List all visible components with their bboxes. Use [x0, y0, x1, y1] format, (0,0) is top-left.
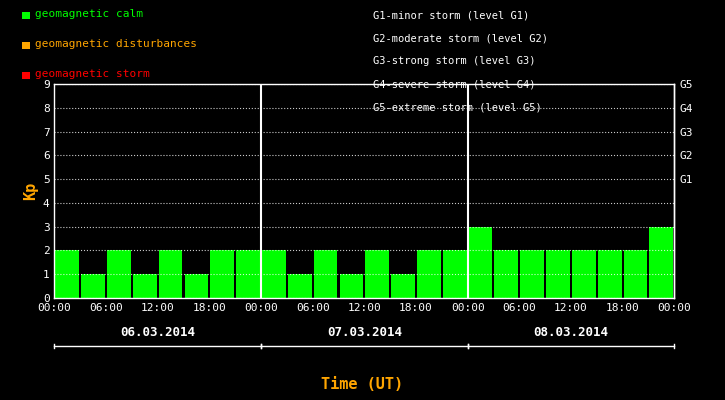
Bar — [55, 250, 79, 298]
Bar — [546, 250, 570, 298]
Bar — [288, 274, 312, 298]
Bar — [236, 250, 260, 298]
Text: 07.03.2014: 07.03.2014 — [327, 326, 402, 339]
Bar — [159, 250, 183, 298]
Text: G5-extreme storm (level G5): G5-extreme storm (level G5) — [373, 103, 542, 113]
Text: G3-strong storm (level G3): G3-strong storm (level G3) — [373, 56, 536, 66]
Text: G2-moderate storm (level G2): G2-moderate storm (level G2) — [373, 33, 548, 43]
Text: G4-severe storm (level G4): G4-severe storm (level G4) — [373, 80, 536, 90]
Bar — [417, 250, 441, 298]
Bar — [521, 250, 544, 298]
Bar — [81, 274, 105, 298]
Text: Time (UT): Time (UT) — [321, 377, 404, 392]
Bar — [443, 250, 467, 298]
Text: 08.03.2014: 08.03.2014 — [534, 326, 608, 339]
Bar — [339, 274, 363, 298]
Bar — [468, 227, 492, 298]
Bar — [185, 274, 208, 298]
Text: 06.03.2014: 06.03.2014 — [120, 326, 195, 339]
Text: G1-minor storm (level G1): G1-minor storm (level G1) — [373, 10, 530, 20]
Bar — [392, 274, 415, 298]
Text: geomagnetic disturbances: geomagnetic disturbances — [36, 39, 197, 49]
Bar — [314, 250, 337, 298]
Bar — [365, 250, 389, 298]
Bar — [624, 250, 647, 298]
Bar — [572, 250, 596, 298]
Text: geomagnetic calm: geomagnetic calm — [36, 9, 144, 19]
Bar — [262, 250, 286, 298]
Bar — [598, 250, 621, 298]
Text: geomagnetic storm: geomagnetic storm — [36, 69, 150, 79]
Bar — [107, 250, 130, 298]
Bar — [650, 227, 674, 298]
Y-axis label: Kp: Kp — [24, 182, 38, 200]
Bar — [494, 250, 518, 298]
Bar — [210, 250, 234, 298]
Bar — [133, 274, 157, 298]
